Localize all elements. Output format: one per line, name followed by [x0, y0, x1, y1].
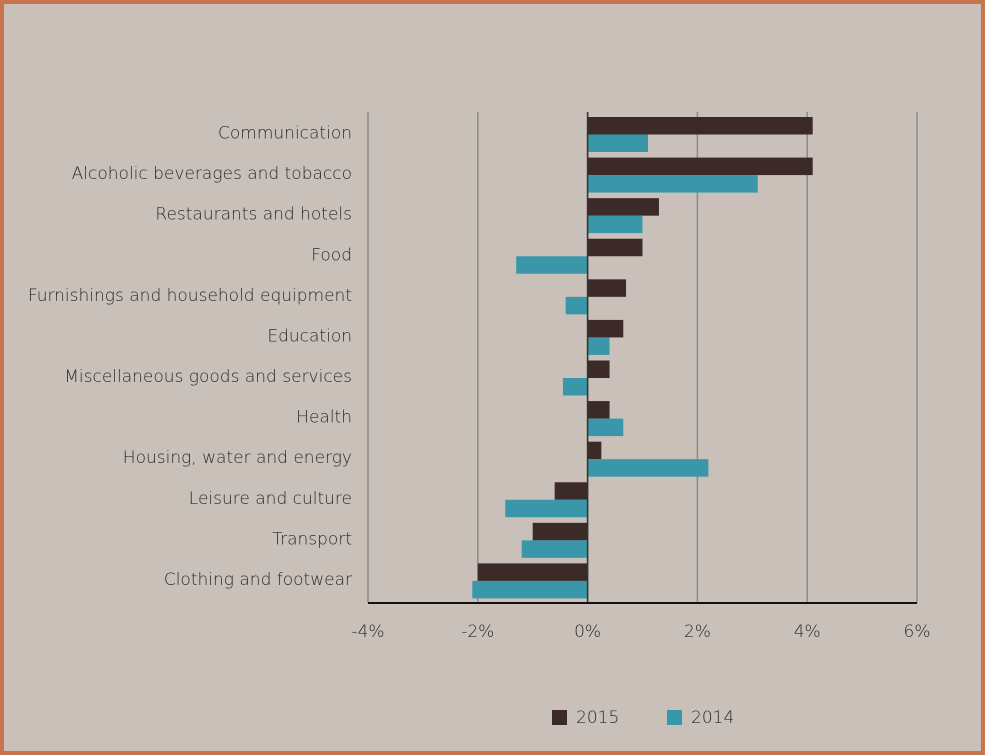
bar [587, 117, 813, 135]
bar [554, 482, 588, 500]
bar [587, 418, 624, 437]
bar [587, 134, 648, 152]
bar [587, 337, 610, 355]
x-tick-label: -4% [351, 622, 384, 642]
category-label: Furnishings and household equipment [28, 286, 352, 306]
bar [587, 238, 643, 257]
legend-swatch [667, 710, 682, 725]
category-label: Health [296, 408, 352, 428]
bar [516, 256, 588, 274]
bar [587, 319, 624, 338]
bar [587, 157, 813, 176]
bar [477, 563, 588, 581]
bar [587, 441, 602, 460]
bar [587, 401, 610, 419]
bar [521, 540, 588, 558]
x-tick-label: 6% [904, 622, 931, 642]
category-label: Miscellaneous goods and services [64, 367, 352, 387]
bar [587, 215, 643, 234]
x-tick-label: -2% [461, 622, 494, 642]
category-label: Food [311, 245, 352, 265]
bar [565, 296, 588, 315]
category-label: Clothing and footwear [164, 570, 352, 590]
bar [587, 459, 709, 477]
x-tick-label: 2% [684, 622, 711, 642]
category-label: Communication [218, 124, 352, 144]
bar [587, 198, 659, 216]
bar [587, 279, 627, 297]
bar [472, 580, 588, 599]
x-tick-label: 4% [794, 622, 821, 642]
category-label: Transport [272, 529, 352, 549]
x-tick-label: 0% [574, 622, 601, 642]
bar [587, 360, 610, 378]
category-label: Alcoholic beverages and tobacco [72, 164, 352, 184]
category-label: Restaurants and hotels [155, 205, 352, 225]
bar [562, 378, 588, 396]
bar [532, 522, 588, 541]
category-label: Education [267, 326, 352, 346]
legend-label: 2015 [576, 708, 619, 728]
bar [587, 175, 758, 193]
category-label: Leisure and culture [189, 489, 352, 509]
bar [505, 499, 588, 518]
legend-swatch [552, 710, 567, 725]
legend-label: 2014 [691, 708, 734, 728]
category-label: Housing, water and energy [123, 448, 352, 468]
